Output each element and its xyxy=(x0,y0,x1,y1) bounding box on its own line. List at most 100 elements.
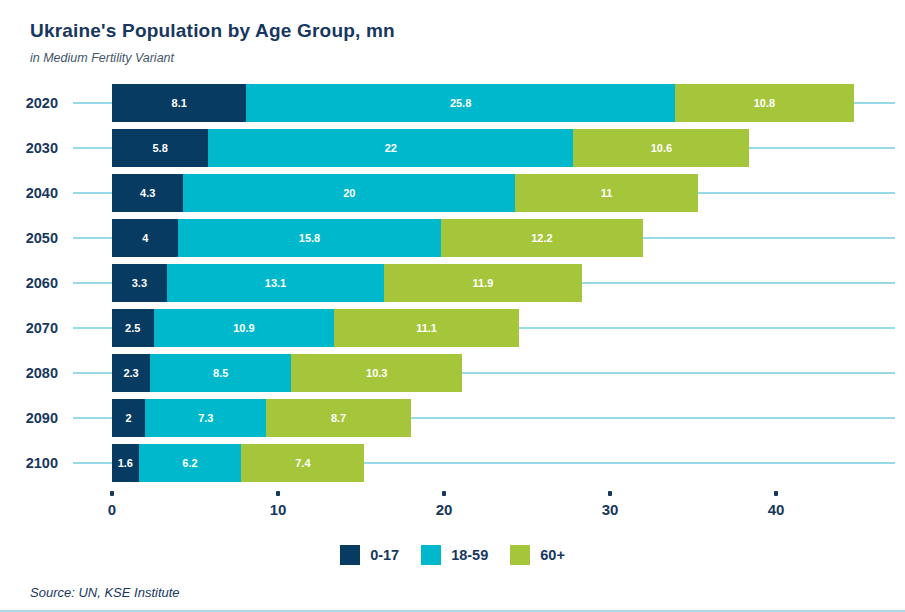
bar-track: 2.5 10.9 11.1 xyxy=(73,305,895,350)
bar-value-label: 10.6 xyxy=(651,142,672,154)
bar-track: 8.1 25.8 10.8 xyxy=(73,80,895,125)
bar-track: 1.6 6.2 7.4 xyxy=(73,440,895,485)
chart-title: Ukraine's Population by Age Group, mn xyxy=(30,20,905,42)
axis-tick-mark xyxy=(442,491,446,496)
bar-value-label: 8.7 xyxy=(331,412,346,424)
bar-segment-0-17: 5.8 xyxy=(112,129,208,167)
bar-segment-18-59: 25.8 xyxy=(246,84,674,122)
axis-tick-label: 30 xyxy=(602,501,619,518)
year-label: 2100 xyxy=(0,455,58,471)
bar-value-label: 7.3 xyxy=(198,412,213,424)
bar-segment-60+: 7.4 xyxy=(241,444,364,482)
bar-track: 4 15.8 12.2 xyxy=(73,215,895,260)
bar-value-label: 2.3 xyxy=(123,367,138,379)
bar-value-label: 10.3 xyxy=(366,367,387,379)
bar-row: 2100 1.6 6.2 7.4 xyxy=(0,440,905,485)
chart-subtitle: in Medium Fertility Variant xyxy=(30,51,905,65)
bar-value-label: 4 xyxy=(142,232,148,244)
bar-value-label: 1.6 xyxy=(118,457,133,469)
bar-value-label: 3.3 xyxy=(132,277,147,289)
source-note: Source: UN, KSE Institute xyxy=(30,585,180,600)
bar-value-label: 11 xyxy=(601,187,613,199)
bar-row: 20305.82210.6 xyxy=(0,125,905,170)
bar-value-label: 7.4 xyxy=(295,457,310,469)
stacked-bar: 1.6 6.2 7.4 xyxy=(112,444,364,482)
bar-segment-0-17: 2 xyxy=(112,399,145,437)
bar-segment-18-59: 10.9 xyxy=(154,309,335,347)
bar-track: 4.3 20 11 xyxy=(73,170,895,215)
legend-swatch xyxy=(340,545,360,565)
year-label: 2020 xyxy=(0,95,58,111)
bar-value-label: 11.1 xyxy=(416,322,437,334)
bar-row: 2070 2.5 10.9 11.1 xyxy=(0,305,905,350)
chart-header: Ukraine's Population by Age Group, mn in… xyxy=(0,0,905,65)
legend-label: 60+ xyxy=(540,547,565,563)
bar-segment-18-59: 6.2 xyxy=(139,444,242,482)
bar-value-label: 4.3 xyxy=(140,187,155,199)
bar-track: 2 7.3 8.7 xyxy=(73,395,895,440)
legend-swatch xyxy=(510,545,530,565)
bar-segment-60+: 10.6 xyxy=(573,129,749,167)
bar-segment-60+: 8.7 xyxy=(266,399,410,437)
stacked-bar: 5.8 22 10.6 xyxy=(112,129,749,167)
year-label: 2090 xyxy=(0,410,58,426)
bar-segment-60+: 12.2 xyxy=(441,219,644,257)
bar-value-label: 22 xyxy=(385,142,397,154)
bar-segment-60+: 11.9 xyxy=(384,264,582,302)
stacked-bar: 2.5 10.9 11.1 xyxy=(112,309,519,347)
bar-segment-60+: 11.1 xyxy=(334,309,518,347)
axis-tick-mark xyxy=(774,491,778,496)
stacked-bar: 4.3 20 11 xyxy=(112,174,698,212)
stacked-bar: 2 7.3 8.7 xyxy=(112,399,411,437)
bar-segment-0-17: 3.3 xyxy=(112,264,167,302)
bar-segment-60+: 10.8 xyxy=(675,84,854,122)
legend-item-0-17: 0-17 xyxy=(340,545,399,565)
stacked-bar-chart: 20208.125.810.820305.82210.620404.320112… xyxy=(0,80,905,485)
year-label: 2060 xyxy=(0,275,58,291)
bar-segment-0-17: 8.1 xyxy=(112,84,246,122)
legend-label: 0-17 xyxy=(370,547,399,563)
axis-tick-mark xyxy=(608,491,612,496)
bar-segment-18-59: 8.5 xyxy=(150,354,291,392)
stacked-bar: 2.3 8.5 10.3 xyxy=(112,354,462,392)
bar-segment-0-17: 2.3 xyxy=(112,354,150,392)
legend-item-18-59: 18-59 xyxy=(421,545,488,565)
axis-tick-mark xyxy=(110,491,114,496)
year-label: 2050 xyxy=(0,230,58,246)
bar-segment-0-17: 2.5 xyxy=(112,309,154,347)
bar-row: 2090 2 7.3 8.7 xyxy=(0,395,905,440)
bar-segment-0-17: 4 xyxy=(112,219,178,257)
bar-value-label: 6.2 xyxy=(182,457,197,469)
chart-page: Ukraine's Population by Age Group, mn in… xyxy=(0,0,905,612)
bar-track: 3.3 13.1 11.9 xyxy=(73,260,895,305)
bar-row: 2040 4.3 20 11 xyxy=(0,170,905,215)
stacked-bar: 4 15.8 12.2 xyxy=(112,219,643,257)
bar-row: 2020 8.1 25.8 10.8 xyxy=(0,80,905,125)
bar-value-label: 2.5 xyxy=(125,322,140,334)
bar-value-label: 15.8 xyxy=(299,232,320,244)
bar-segment-60+: 11 xyxy=(515,174,698,212)
bar-value-label: 12.2 xyxy=(531,232,552,244)
bar-value-label: 8.1 xyxy=(172,97,187,109)
bar-segment-18-59: 15.8 xyxy=(178,219,440,257)
bar-value-label: 5.8 xyxy=(152,142,167,154)
bar-value-label: 2 xyxy=(126,412,132,424)
x-axis: 010203040 xyxy=(73,485,895,527)
bar-row: 2050 4 15.8 12.2 xyxy=(0,215,905,260)
year-label: 2080 xyxy=(0,365,58,381)
axis-tick-label: 0 xyxy=(108,501,116,518)
year-label: 2040 xyxy=(0,185,58,201)
bar-segment-60+: 10.3 xyxy=(291,354,462,392)
bar-segment-18-59: 22 xyxy=(208,129,573,167)
bar-track: 2.3 8.5 10.3 xyxy=(73,350,895,395)
bar-value-label: 20 xyxy=(343,187,355,199)
bar-value-label: 25.8 xyxy=(450,97,471,109)
bar-value-label: 11.9 xyxy=(473,277,494,289)
bar-track: 5.8 22 10.6 xyxy=(73,125,895,170)
axis-tick-label: 20 xyxy=(436,501,453,518)
bar-segment-0-17: 1.6 xyxy=(112,444,139,482)
year-label: 2070 xyxy=(0,320,58,336)
bar-value-label: 10.8 xyxy=(754,97,775,109)
bar-segment-18-59: 7.3 xyxy=(145,399,266,437)
bar-value-label: 13.1 xyxy=(265,277,286,289)
